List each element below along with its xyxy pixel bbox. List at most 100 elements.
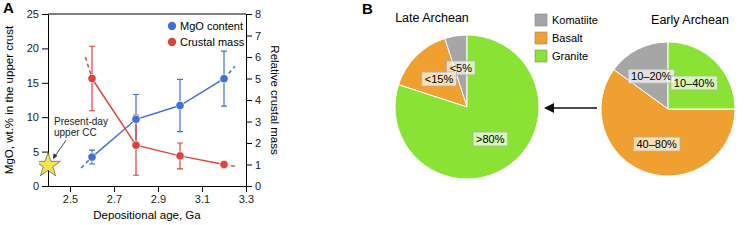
x-axis-tick-mark: [202, 186, 203, 192]
y-axis-tick-label: 15: [27, 77, 39, 89]
legend-label: MgO content: [180, 20, 243, 32]
y2-axis-title: Relative crustal mass: [269, 45, 281, 155]
annotation-arrowhead: [53, 153, 58, 159]
legend-label: Basalt: [552, 32, 583, 44]
annotation-line: upper CC: [54, 127, 97, 138]
y2-axis-tick: 2: [246, 137, 261, 149]
legend-label: Crustal mass: [180, 36, 245, 48]
data-label-text: 10–20%: [631, 70, 672, 82]
data-label: 10–40%: [671, 76, 718, 90]
x-axis-tick: 3.1: [195, 186, 210, 205]
label-box: [422, 72, 457, 86]
legend: MgO content Crustal mass: [168, 20, 245, 48]
y-axis-tick: 20: [27, 42, 48, 54]
x-axis-tick-mark: [158, 186, 159, 192]
plot-markers: [39, 74, 228, 176]
series-line: [92, 79, 224, 165]
legend-label: Granite: [552, 50, 588, 62]
point: [88, 153, 96, 161]
y2-axis-tick-label: 7: [255, 30, 261, 42]
legend: Komatiite Basalt Granite: [535, 14, 598, 62]
point: [88, 74, 96, 82]
arrow-shaft: [552, 107, 597, 109]
star-marker: [39, 152, 60, 176]
y2-axis-tick-mark: [246, 143, 252, 144]
y2-axis-tick-mark: [246, 36, 252, 37]
y-axis-tick-label: 20: [27, 42, 39, 54]
point: [132, 115, 140, 123]
x-axis: 2.5 2.7 2.9 3.1 3.3: [49, 186, 255, 205]
y2-axis-tick: 6: [246, 51, 261, 63]
y2-axis-tick-mark: [246, 14, 252, 15]
panel-label: A: [3, 0, 14, 16]
annotation-line: Present-day: [54, 116, 108, 127]
x-axis-tick: 2.7: [107, 186, 122, 205]
y-axis-tick: 10: [27, 111, 48, 123]
point: [176, 152, 184, 160]
frame-top: [48, 14, 246, 15]
x-axis-line: [49, 186, 247, 187]
x-axis-tick-label: 2.9: [151, 193, 166, 205]
y-axis-tick-label: 10: [27, 111, 39, 123]
point: [220, 160, 228, 168]
label-box: [628, 69, 675, 83]
panel-pie: BLate Archean<5%<15%>80%KomatiiteBasaltG…: [362, 0, 598, 179]
plot-lines: [81, 46, 237, 175]
slice: [668, 42, 735, 109]
x-axis-tick: 2.5: [63, 186, 78, 205]
data-label: >80%: [473, 132, 508, 146]
y2-axis-tick: 1: [246, 159, 261, 171]
label-box: [633, 137, 680, 151]
y-axis-tick-mark: [42, 186, 48, 187]
data-label: <15%: [422, 72, 457, 86]
legend-swatch: [535, 32, 547, 44]
x-axis-tick-label: 3.1: [195, 193, 210, 205]
y-axis-tick-mark: [42, 152, 48, 153]
legend-label: Komatiite: [552, 14, 598, 26]
data-label-text: <15%: [425, 73, 454, 85]
y2-axis-tick: 3: [246, 116, 261, 128]
y2-axis-tick-label: 8: [255, 8, 261, 20]
x-axis-tick: 3.3: [239, 186, 254, 205]
pie-title: Late Archean: [395, 11, 469, 25]
x-axis-tick-label: 2.7: [107, 193, 122, 205]
figure: A2.52.72.93.13.30510152025012345678Depos…: [0, 0, 750, 225]
pie-title: Early Archean: [651, 13, 729, 27]
point: [132, 141, 140, 149]
y2-axis-tick-mark: [246, 57, 252, 58]
slice: [395, 35, 539, 179]
y2-axis-tick: 0: [246, 180, 261, 192]
data-labels: <5%<15%>80%: [422, 61, 508, 146]
panel-line: A2.52.72.93.13.30510152025012345678Depos…: [3, 0, 281, 221]
y-axis-tick-label: 5: [33, 146, 39, 158]
data-label-text: 40–80%: [636, 138, 677, 150]
y-axis-tick: 0: [33, 180, 48, 192]
x-axis-tick-mark: [114, 186, 115, 192]
slices: [395, 35, 539, 179]
x-axis-tick: 2.9: [151, 186, 166, 205]
y-axis-tick-label: 25: [27, 8, 39, 20]
panel-label: B: [362, 0, 373, 17]
point: [220, 74, 228, 82]
arrow-head: [544, 103, 554, 113]
y2-axis-tick-label: 6: [255, 51, 261, 63]
annotation: Present-dayupper CC: [54, 116, 108, 138]
slices: [601, 42, 735, 176]
y2-axis-tick: 8: [246, 8, 261, 20]
legend-swatch: [535, 14, 547, 26]
y2-axis-tick-label: 2: [255, 137, 261, 149]
y2-axis-tick-label: 4: [255, 94, 261, 106]
y2-axis-tick-mark: [246, 186, 252, 187]
y-axis-tick-label: 0: [33, 180, 39, 192]
y-axis-tick-mark: [42, 83, 48, 84]
point: [176, 101, 184, 109]
y2-axis-tick-label: 3: [255, 116, 261, 128]
series-line: [92, 79, 224, 157]
label-box: [671, 76, 718, 90]
y2-axis-tick-mark: [246, 122, 252, 123]
arrow: [544, 103, 597, 113]
legend-marker: [168, 22, 176, 30]
y-axis-tick: 25: [27, 8, 48, 20]
y-axis-tick: 5: [33, 146, 48, 158]
data-label: 10–20%: [628, 69, 675, 83]
